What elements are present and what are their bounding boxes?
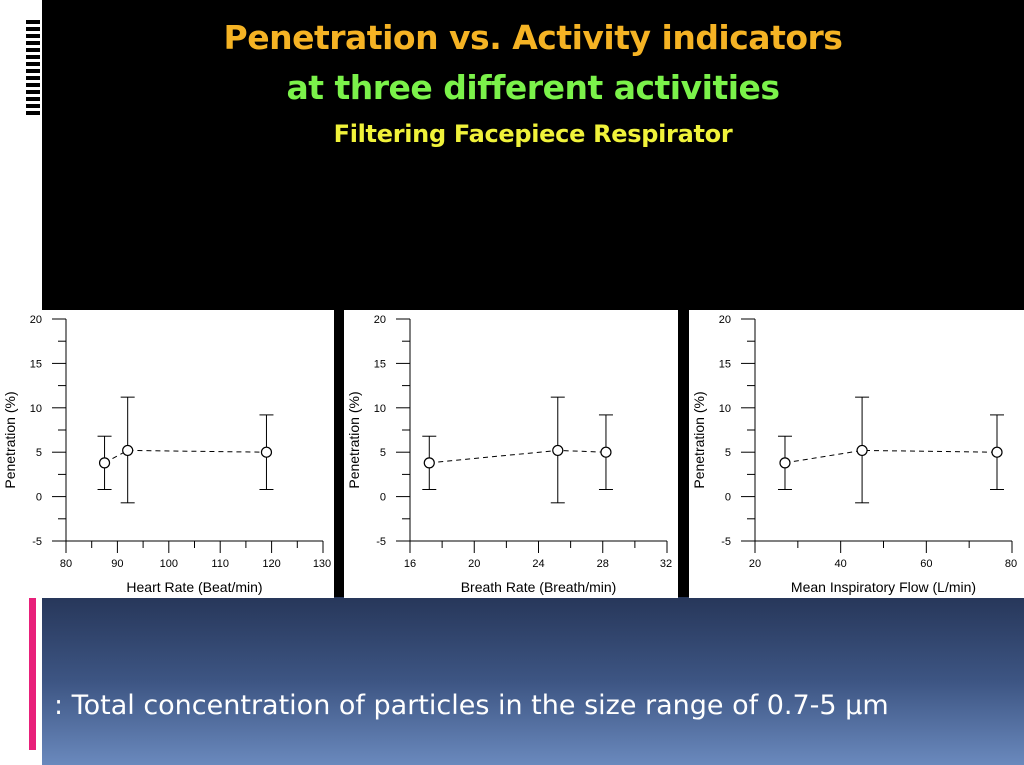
y-tick-label: 0 — [725, 492, 731, 504]
x-axis-label: Heart Rate (Beat/min) — [126, 579, 262, 595]
y-tick-label: 20 — [30, 314, 42, 326]
y-tick-label: 0 — [36, 492, 42, 504]
y-tick-label: 10 — [719, 403, 731, 415]
chart-svg-heart-rate: -5 0 5 10 15 20 80 90 100 110 120 130 Heart Rate (Be… — [2, 314, 331, 595]
y-tick-label: -5 — [376, 536, 386, 548]
data-point — [600, 446, 612, 458]
data-point — [423, 457, 435, 469]
y-tick-label: 10 — [30, 403, 42, 415]
title-line-3: Filtering Facepiece Respirator — [333, 120, 733, 148]
y-tick-label: 15 — [374, 358, 386, 370]
data-point — [991, 446, 1003, 458]
data-point — [260, 446, 273, 458]
x-tick-label: 20 — [468, 558, 480, 570]
x-tick-label: 28 — [597, 558, 609, 570]
y-tick-label: -5 — [32, 536, 42, 548]
x-tick-label: 40 — [835, 558, 847, 570]
x-tick-label: 90 — [111, 558, 123, 570]
y-tick-label: 10 — [374, 403, 386, 415]
y-tick-label: -5 — [721, 536, 731, 548]
title-line-2: at three different activities — [286, 68, 780, 107]
series-line — [429, 449, 606, 464]
x-axis-label: Breath Rate (Breath/min) — [461, 579, 617, 595]
x-tick-label: 32 — [660, 558, 672, 570]
x-tick-label: 100 — [160, 558, 178, 570]
slide-title: Penetration vs. Activity indicators at t… — [42, 14, 1024, 154]
y-tick-label: 5 — [380, 447, 386, 459]
x-axis-label: Mean Inspiratory Flow (L/min) — [791, 579, 976, 595]
chart-breath-rate: -5 0 5 10 15 20 16 20 24 28 32 Breath Rate (Breath/… — [344, 310, 678, 598]
x-tick-label: 80 — [1005, 558, 1017, 570]
x-tick-label: 60 — [920, 558, 932, 570]
chart-inspiratory-flow: -5 0 5 10 15 20 20 40 60 80 Mean Inspiratory Flow … — [689, 310, 1024, 598]
footnote: : Total concentration of particles in th… — [54, 690, 889, 721]
title-line-1: Penetration vs. Activity indicators — [223, 18, 843, 57]
y-tick-label: 5 — [36, 447, 42, 459]
data-point — [122, 444, 134, 457]
accent-bar — [29, 598, 36, 750]
chart-heart-rate: -5 0 5 10 15 20 80 90 100 110 120 130 Heart Rate (Be… — [0, 310, 334, 598]
x-tick-label: 120 — [262, 558, 280, 570]
x-tick-label: 24 — [532, 558, 544, 570]
y-axis-label: Penetration (%) — [346, 391, 362, 488]
data-point — [98, 457, 111, 469]
x-tick-label: 16 — [404, 558, 416, 570]
x-tick-label: 130 — [313, 558, 331, 570]
series-line — [104, 449, 267, 464]
data-point — [856, 444, 868, 457]
data-point — [552, 444, 564, 457]
footer-background — [42, 597, 1024, 765]
x-tick-label: 80 — [60, 558, 72, 570]
series-line — [784, 449, 998, 464]
data-point — [779, 457, 791, 469]
x-tick-label: 110 — [211, 558, 229, 570]
y-tick-label: 20 — [719, 314, 731, 326]
y-tick-label: 0 — [380, 492, 386, 504]
x-tick-label: 20 — [749, 558, 761, 570]
y-tick-label: 20 — [374, 314, 386, 326]
y-axis-label: Penetration (%) — [691, 391, 707, 488]
y-tick-label: 15 — [719, 358, 731, 370]
y-axis-label: Penetration (%) — [2, 391, 18, 488]
chart-svg-breath-rate: -5 0 5 10 15 20 16 20 24 28 32 Breath Rate (Breath/… — [346, 314, 672, 595]
chart-svg-inspiratory-flow: -5 0 5 10 15 20 20 40 60 80 Mean Inspiratory Flow … — [691, 314, 1017, 595]
y-tick-label: 15 — [30, 358, 42, 370]
y-tick-label: 5 — [725, 447, 731, 459]
